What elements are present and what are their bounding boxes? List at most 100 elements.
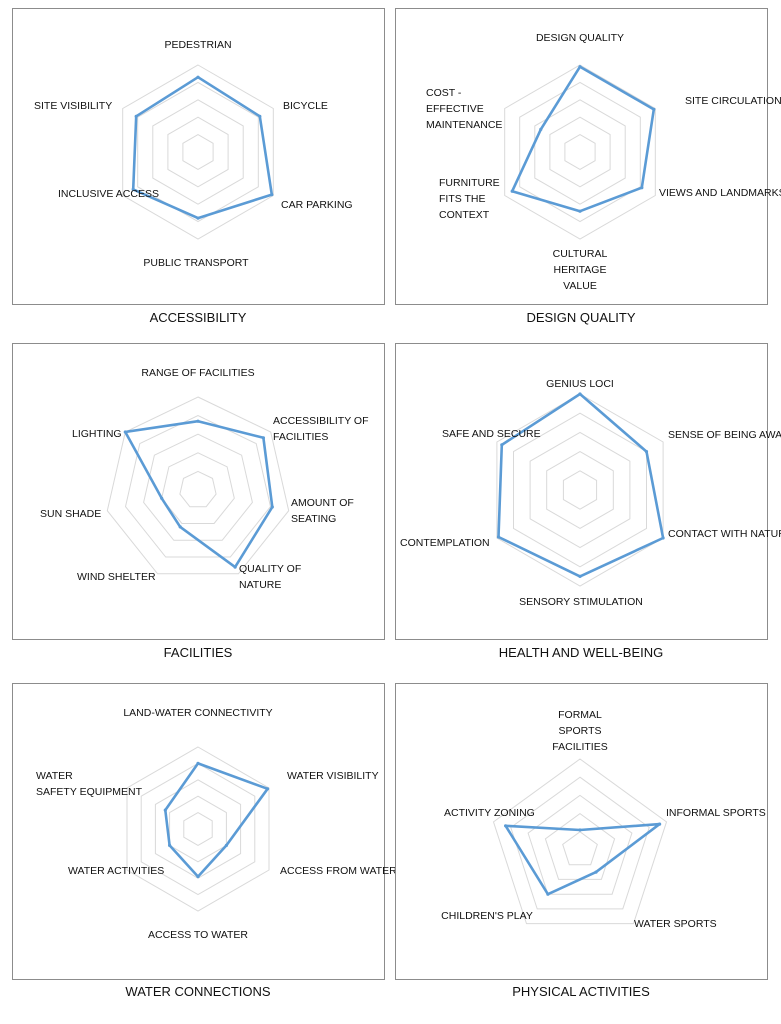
axis-label: AMOUNT OF SEATING xyxy=(291,497,354,525)
axis-label: PEDESTRIAN xyxy=(164,39,231,51)
axis-label: CULTURAL HERITAGE VALUE xyxy=(553,248,608,292)
data-point xyxy=(123,430,127,434)
panel-border xyxy=(395,8,768,305)
chart-title: ACCESSIBILITY xyxy=(150,310,247,325)
series-line xyxy=(504,822,661,896)
chart-title: FACILITIES xyxy=(164,645,233,660)
grid-ring xyxy=(549,116,611,188)
grid-ring xyxy=(529,431,631,549)
data-point xyxy=(578,65,582,69)
radar-panel-2: DESIGN QUALITY SITE CIRCULATION VIEWS AND … xyxy=(395,8,781,305)
axis-label: WATER SPORTS xyxy=(634,918,717,930)
data-point xyxy=(196,216,200,220)
data-point xyxy=(504,824,508,828)
data-point xyxy=(196,419,200,423)
axis-label: ACCESS FROM WATER xyxy=(280,865,397,877)
grid-ring xyxy=(562,831,598,866)
data-point xyxy=(658,822,662,826)
grid-ring xyxy=(183,812,213,846)
data-point xyxy=(270,193,274,197)
grid-ring xyxy=(182,134,214,170)
data-point xyxy=(644,450,649,454)
grid-ring xyxy=(492,758,668,925)
axis-label: SENSORY STIMULATION xyxy=(519,596,643,608)
data-point xyxy=(496,535,501,539)
grid-ring xyxy=(161,452,235,524)
chart-title: PHYSICAL ACTIVITIES xyxy=(512,984,650,999)
axis-label: CAR PARKING xyxy=(281,199,353,211)
data-point xyxy=(640,186,644,190)
grid-ring xyxy=(154,779,242,879)
chart-title: HEALTH AND WELL-BEING xyxy=(499,645,663,660)
axis-label: FURNITURE FITS THE CONTEXT xyxy=(439,177,500,221)
grid-ring xyxy=(140,762,256,896)
data-point xyxy=(196,761,200,766)
chart-title: DESIGN QUALITY xyxy=(526,310,635,325)
axis-label: SAFE AND SECURE xyxy=(442,428,541,440)
data-point xyxy=(500,443,504,447)
panel-border xyxy=(12,8,385,305)
axis-label: INCLUSIVE ACCESS xyxy=(58,188,159,200)
grid-ring xyxy=(562,470,598,510)
axis-label: ACCESSIBILITY OF FACILITIES xyxy=(273,415,369,443)
axis-label: BICYCLE xyxy=(283,100,328,112)
data-point xyxy=(233,565,237,569)
grid-ring xyxy=(496,393,664,587)
grid-ring xyxy=(122,64,274,240)
axis-label: ACCESS TO WATER xyxy=(148,929,248,941)
grid-ring xyxy=(179,470,217,508)
axis-label: WATER VISIBILITY xyxy=(287,770,379,782)
grid-ring xyxy=(167,116,229,188)
grid-ring xyxy=(169,795,227,863)
axis-label: CHILDREN'S PLAY xyxy=(441,910,533,922)
grid-ring xyxy=(504,64,656,240)
data-point xyxy=(196,875,200,879)
radar-panel-5: LAND-WATER CONNECTIVITY WATER VISIBILITY A… xyxy=(12,683,397,980)
axis-label: PUBLIC TRANSPORT xyxy=(143,257,249,269)
data-point xyxy=(661,536,665,540)
axis-label: FORMAL SPORTS FACILITIES xyxy=(552,709,607,753)
grid-ring xyxy=(564,134,596,170)
axis-label: SITE CIRCULATION xyxy=(685,95,781,107)
data-point xyxy=(578,209,582,213)
panel-border xyxy=(395,683,768,980)
radar-panel-1: PEDESTRIAN BICYCLE CAR PARKING PUBLIC TRANS… xyxy=(12,8,385,305)
radar-panel-4: GENIUS LOCI SENSE OF BEING AWAY CONTACT WI… xyxy=(395,343,781,640)
grid-ring xyxy=(152,99,244,205)
data-point xyxy=(270,505,274,509)
data-point xyxy=(546,892,550,896)
axis-label: GENIUS LOCI xyxy=(546,378,614,390)
data-point xyxy=(224,843,228,848)
axis-label: WATER ACTIVITIES xyxy=(68,865,164,877)
data-point xyxy=(266,787,270,791)
grid-ring xyxy=(126,746,270,912)
axis-label: QUALITY OF NATURE xyxy=(239,563,301,591)
data-point xyxy=(168,843,172,848)
axis-label: LIGHTING xyxy=(72,428,122,440)
grid-ring xyxy=(546,451,614,529)
radar-panel-3: RANGE OF FACILITIES ACCESSIBILITY OF FACIL… xyxy=(12,343,385,640)
grid-ring xyxy=(137,81,259,223)
axis-label: LAND-WATER CONNECTIVITY xyxy=(123,707,272,719)
radar-panel-6: FORMAL SPORTS FACILITIES INFORMAL SPORTS WAT… xyxy=(395,683,768,980)
data-point xyxy=(261,436,265,440)
axis-label: CONTACT WITH NATURE xyxy=(668,528,781,540)
series-line xyxy=(124,419,274,569)
data-point xyxy=(196,75,200,79)
panel-border xyxy=(12,343,385,640)
data-point xyxy=(578,574,582,579)
data-point xyxy=(652,107,656,111)
data-point xyxy=(539,127,543,131)
axis-label: SUN SHADE xyxy=(40,508,101,520)
chart-title: WATER CONNECTIONS xyxy=(125,984,270,999)
data-point xyxy=(134,114,138,118)
grid-ring xyxy=(510,776,650,910)
data-point xyxy=(163,808,167,812)
data-point xyxy=(160,496,164,500)
data-point xyxy=(578,392,582,396)
axis-label: SITE VISIBILITY xyxy=(34,100,112,112)
axis-label: CONTEMPLATION xyxy=(400,537,490,549)
axis-label: SENSE OF BEING AWAY xyxy=(668,429,781,441)
grid-ring xyxy=(534,99,626,205)
